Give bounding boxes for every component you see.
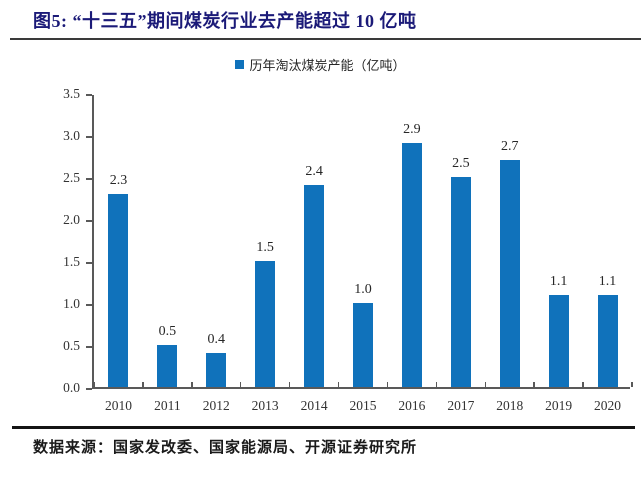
- y-axis-tick: [86, 346, 92, 348]
- bar: [353, 303, 373, 387]
- y-axis-label: 2.5: [63, 170, 80, 185]
- x-axis-tick: [239, 382, 242, 387]
- x-axis-category-label: 2012: [202, 398, 230, 413]
- x-axis-tick: [533, 382, 535, 387]
- bar-value-label: 1.0: [354, 282, 372, 297]
- bar-value-label: 0.5: [158, 324, 177, 339]
- x-axis-category-label: 2020: [594, 398, 622, 413]
- bar-value-label: 2.3: [109, 172, 128, 188]
- bar: [206, 353, 227, 387]
- y-axis-tick: [86, 178, 92, 180]
- y-axis-label: 3.5: [63, 86, 80, 101]
- x-axis-tick: [337, 382, 340, 387]
- x-axis-tick: [435, 382, 438, 387]
- x-axis-category-label: 2018: [496, 398, 524, 413]
- legend-swatch-icon: [235, 60, 245, 69]
- bar: [450, 177, 471, 387]
- bar: [597, 294, 618, 387]
- x-axis-category-label: 2016: [398, 398, 426, 413]
- x-axis-tick: [288, 382, 291, 387]
- bar-value-label: 2.9: [403, 122, 421, 138]
- legend-label: 历年淘汰煤炭产能（亿吨）: [249, 58, 406, 73]
- y-axis-label: 0.5: [63, 338, 80, 353]
- x-axis-tick: [631, 382, 633, 387]
- x-axis-category-label: 2014: [300, 398, 328, 413]
- bar: [157, 345, 178, 387]
- bar-value-label: 1.1: [598, 273, 617, 289]
- bar: [304, 185, 325, 387]
- x-axis-tick: [93, 382, 95, 387]
- x-axis-category-label: 2013: [251, 398, 279, 413]
- y-axis-tick: [86, 388, 92, 390]
- chart-legend: 历年淘汰煤炭产能（亿吨）: [0, 55, 641, 74]
- bar-value-label: 1.1: [549, 273, 568, 289]
- y-axis-tick: [86, 136, 92, 138]
- x-axis-category-label: 2017: [447, 398, 475, 413]
- y-axis-label: 2.0: [63, 212, 80, 227]
- x-axis-category-label: 2015: [349, 398, 377, 413]
- figure-title: 图5: “十三五”期间煤炭行业去产能超过 10 亿吨: [33, 11, 417, 31]
- x-axis-category-label: 2019: [545, 398, 573, 413]
- bar: [108, 193, 129, 387]
- source-divider: [12, 426, 635, 429]
- bar: [255, 261, 276, 387]
- bar-value-label: 2.7: [500, 139, 519, 155]
- bar-value-label: 0.4: [207, 332, 226, 348]
- data-source-note: 数据来源：国家发改委、国家能源局、开源证券研究所: [33, 440, 418, 456]
- x-axis-tick: [142, 382, 144, 387]
- bar-value-label: 2.4: [305, 164, 323, 180]
- x-axis-tick: [191, 382, 193, 387]
- y-axis-label: 1.0: [63, 296, 80, 311]
- x-axis-tick: [386, 382, 389, 387]
- bar: [548, 294, 569, 387]
- bar-value-label: 1.5: [256, 240, 274, 255]
- bar-chart-plot-area: 0.0 0.5 1.0 1.5 2.0 2.5 3.0 3.5 2.3 2010 0.5 2011 0.…: [63, 86, 633, 413]
- bar: [499, 160, 520, 387]
- y-axis-label: 3.0: [63, 128, 80, 143]
- y-axis-tick: [86, 304, 92, 306]
- x-axis-category-label: 2011: [154, 398, 181, 413]
- y-axis-label: 1.5: [63, 254, 80, 269]
- y-axis-tick: [86, 220, 92, 222]
- bar-value-label: 2.5: [452, 156, 470, 171]
- x-axis-category-label: 2010: [104, 398, 132, 413]
- y-axis-label: 0.0: [63, 380, 80, 395]
- y-axis-tick: [86, 94, 92, 96]
- title-divider: [10, 38, 641, 40]
- x-axis-tick: [582, 382, 584, 387]
- y-axis-tick: [86, 262, 92, 264]
- x-axis-tick: [484, 382, 487, 387]
- bar: [401, 143, 422, 387]
